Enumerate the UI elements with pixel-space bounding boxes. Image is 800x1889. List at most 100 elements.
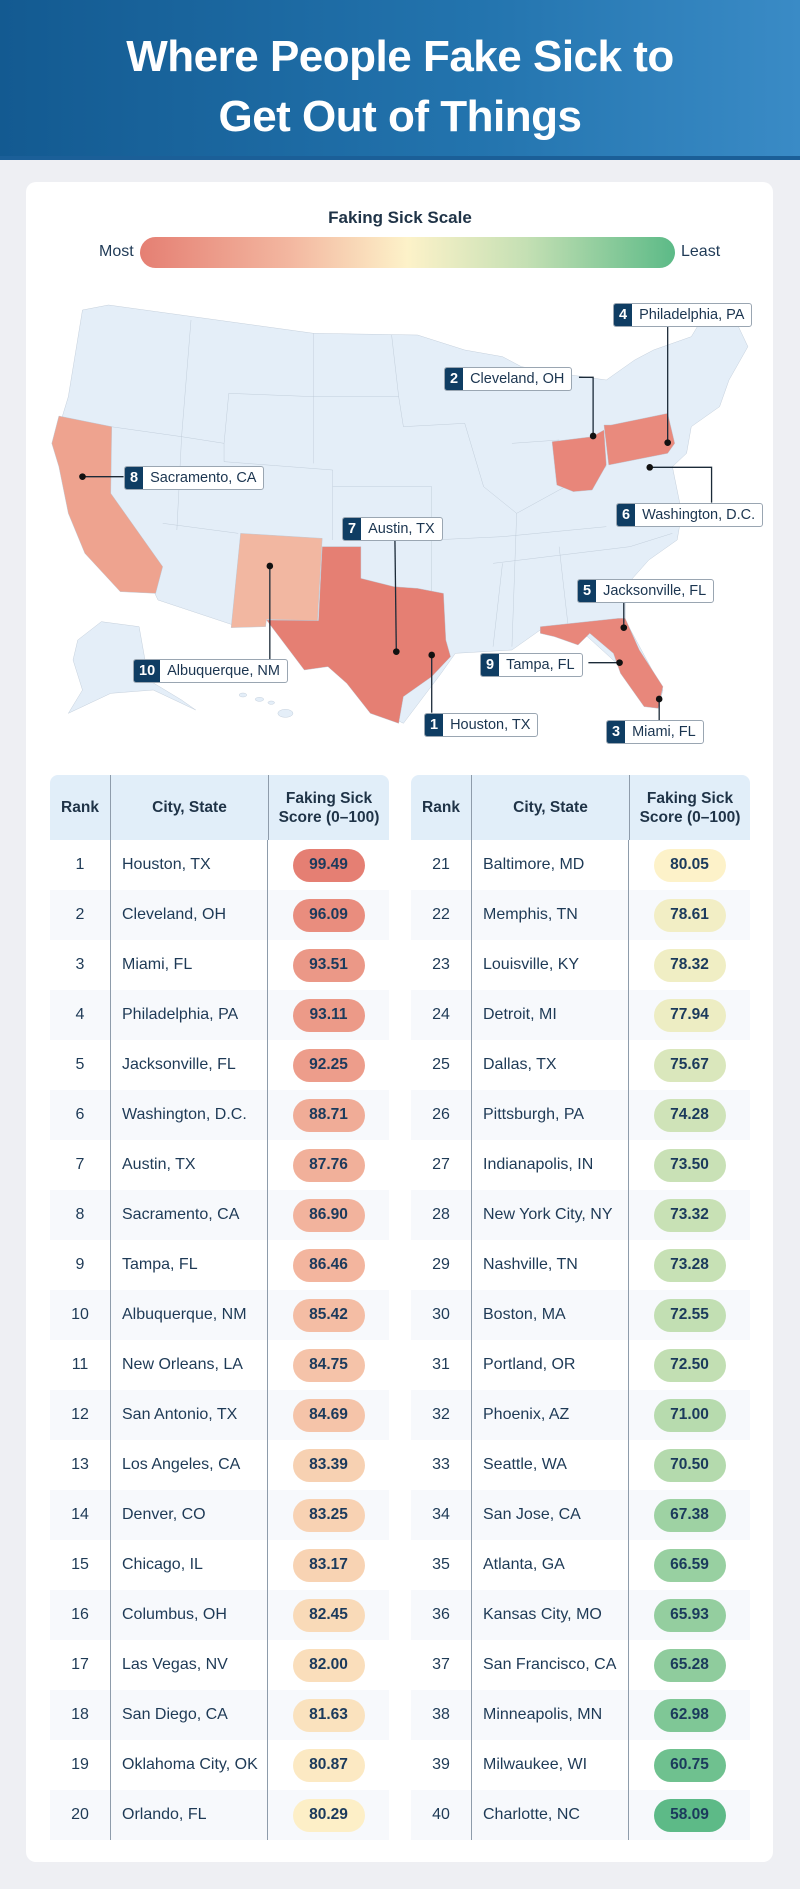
score-pill: 80.29 [292,1798,365,1832]
city-name: Tampa, FL [506,657,575,673]
table-row: 2 Cleveland, OH 96.09 [50,890,389,940]
state-pennsylvania [603,413,675,466]
rank-cell: 4 [50,990,111,1040]
score-cell: 77.94 [629,990,750,1040]
city-cell: Minneapolis, MN [472,1690,629,1740]
city-cell: Denver, CO [111,1490,268,1540]
rank-cell: 36 [411,1590,472,1640]
city-cell: Detroit, MI [472,990,629,1040]
score-cell: 65.28 [629,1640,750,1690]
dot-tampa [616,659,623,666]
table-row: 23 Louisville, KY 78.32 [411,940,750,990]
state-texas [266,546,451,724]
city-cell: Austin, TX [111,1140,268,1190]
city-cell: San Jose, CA [472,1490,629,1540]
city-cell: Louisville, KY [472,940,629,990]
city-cell: Albuquerque, NM [111,1290,268,1340]
score-pill: 82.00 [292,1648,365,1682]
table-row: 1 Houston, TX 99.49 [50,840,389,890]
score-pill: 65.93 [653,1598,726,1632]
city-cell: Indianapolis, IN [472,1140,629,1190]
scale-least-label: Least [681,243,721,260]
table-row: 3 Miami, FL 93.51 [50,940,389,990]
score-cell: 66.59 [629,1540,750,1590]
rank-cell: 39 [411,1740,472,1790]
score-cell: 88.71 [268,1090,389,1140]
rank-cell: 18 [50,1690,111,1740]
table-row: 40 Charlotte, NC 58.09 [411,1790,750,1840]
color-scale-bar [140,237,675,268]
map-label-miami: 3 Miami, FL [606,720,704,744]
score-pill: 78.61 [653,898,726,932]
score-pill: 71.00 [653,1398,726,1432]
header-score: Faking Sick Score (0–100) [269,775,389,840]
city-cell: Nashville, TN [472,1240,629,1290]
state-california [51,415,163,594]
table-row: 17 Las Vegas, NV 82.00 [50,1640,389,1690]
table-row: 15 Chicago, IL 83.17 [50,1540,389,1590]
table-row: 24 Detroit, MI 77.94 [411,990,750,1040]
city-name: Miami, FL [632,724,696,740]
score-pill: 67.38 [653,1498,726,1532]
dot-washington [646,464,654,471]
score-pill: 80.87 [292,1748,365,1782]
score-cell: 70.50 [629,1440,750,1490]
score-pill: 75.67 [653,1048,726,1082]
score-pill: 78.32 [653,948,726,982]
score-pill: 66.59 [653,1548,726,1582]
score-cell: 84.69 [268,1390,389,1440]
score-pill: 93.11 [292,998,365,1032]
city-cell: Charlotte, NC [472,1790,629,1840]
rank-badge: 2 [445,368,464,390]
table-row: 33 Seattle, WA 70.50 [411,1440,750,1490]
score-cell: 83.25 [268,1490,389,1540]
score-pill: 65.28 [653,1648,726,1682]
score-pill: 72.50 [653,1348,726,1382]
header-rank: Rank [50,775,111,840]
table-row: 30 Boston, MA 72.55 [411,1290,750,1340]
score-cell: 83.39 [268,1440,389,1490]
table-row: 13 Los Angeles, CA 83.39 [50,1440,389,1490]
city-cell: Las Vegas, NV [111,1640,268,1690]
table-row: 7 Austin, TX 87.76 [50,1140,389,1190]
table-row: 34 San Jose, CA 67.38 [411,1490,750,1540]
table-row: 12 San Antonio, TX 84.69 [50,1390,389,1440]
rank-cell: 1 [50,840,111,890]
state-hawaii [238,692,294,718]
score-pill: 72.55 [653,1298,726,1332]
rank-badge: 5 [578,580,597,602]
city-cell: Sacramento, CA [111,1190,268,1240]
us-map-svg [51,304,749,724]
rank-cell: 35 [411,1540,472,1590]
score-cell: 82.45 [268,1590,389,1640]
rank-cell: 19 [50,1740,111,1790]
table-row: 32 Phoenix, AZ 71.00 [411,1390,750,1440]
city-cell: Washington, D.C. [111,1090,268,1140]
city-name: Albuquerque, NM [167,663,280,679]
rank-cell: 10 [50,1290,111,1340]
rank-badge: 8 [125,467,144,489]
rank-cell: 16 [50,1590,111,1640]
rank-cell: 14 [50,1490,111,1540]
score-pill: 73.50 [653,1148,726,1182]
city-name: Austin, TX [368,521,435,537]
score-cell: 78.61 [629,890,750,940]
us-map: 1 Houston, TX 2 Cleveland, OH 3 Miami, FL 4… [40,280,780,750]
map-label-houston: 1 Houston, TX [424,713,539,737]
rank-badge: 7 [343,518,362,540]
ranking-table-right: Rank City, State Faking Sick Score (0–100) 2… [411,775,750,1840]
city-cell: Chicago, IL [111,1540,268,1590]
rank-cell: 12 [50,1390,111,1440]
table-row: 25 Dallas, TX 75.67 [411,1040,750,1090]
rank-cell: 24 [411,990,472,1040]
state-alaska [68,621,196,714]
score-cell: 83.17 [268,1540,389,1590]
city-cell: Milwaukee, WI [472,1740,629,1790]
score-cell: 73.32 [629,1190,750,1240]
table-row: 27 Indianapolis, IN 73.50 [411,1140,750,1190]
score-pill: 58.09 [653,1798,726,1832]
map-label-sacramento: 8 Sacramento, CA [124,466,265,490]
city-cell: Boston, MA [472,1290,629,1340]
city-name: Philadelphia, PA [639,307,745,323]
table-row: 14 Denver, CO 83.25 [50,1490,389,1540]
